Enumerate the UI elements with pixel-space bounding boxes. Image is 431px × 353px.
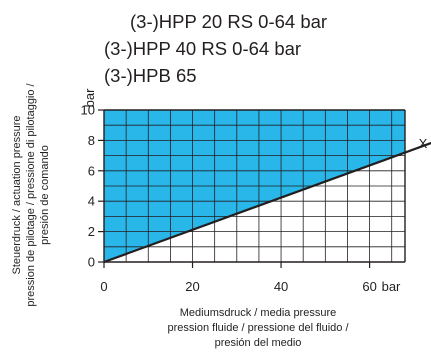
y-tick-label: 6: [88, 163, 95, 178]
y-tick-label: 2: [88, 224, 95, 239]
x-label-line-3: presión del medio: [215, 337, 302, 349]
grid: [104, 110, 405, 262]
y-tick-label: 10: [81, 103, 95, 118]
title-line-1: (3-)HPP 20 RS 0-64 bar: [130, 11, 327, 32]
x-label-line-1: Mediumsdruck / media pressure: [180, 307, 337, 319]
y-tick-label: 4: [88, 194, 95, 209]
x-label-line-2: pression fluide / pressione del fluido /: [168, 322, 350, 334]
x-tick-label: 40: [274, 279, 288, 294]
x-axis-label: Mediumsdruck / media pressure pression f…: [168, 307, 350, 349]
y-label-line-2: pression de pilotage / pressione di pilo…: [25, 82, 37, 306]
x-tick-label: 0: [100, 279, 107, 294]
plot-frame: [103, 109, 406, 263]
y-unit-label: bar: [82, 88, 97, 107]
series-line: [103, 141, 431, 264]
y-label-line-1: Steuerdruck / actuation pressure: [11, 116, 23, 275]
y-tick-labels: 0 2 4 6 8 10: [81, 103, 104, 270]
y-tick-label: 8: [88, 133, 95, 148]
title-line-2: (3-)HPP 40 RS 0-64 bar: [104, 38, 301, 59]
x-tick-label: 20: [185, 279, 199, 294]
title-line-3: (3-)HPB 65: [104, 65, 197, 86]
x-tick-label: 60: [362, 279, 376, 294]
y-axis-label: Steuerdruck / actuation pressure pressio…: [11, 82, 51, 306]
y-label-line-3: presión de comando: [39, 145, 51, 245]
x-unit-label: bar: [382, 279, 401, 294]
y-tick-label: 0: [88, 255, 95, 270]
chart-title: (3-)HPP 20 RS 0-64 bar (3-)HPP 40 RS 0-6…: [104, 11, 327, 86]
annotation-x: X: [419, 136, 428, 151]
x-tick-labels: 0 20 40 60: [100, 262, 377, 294]
